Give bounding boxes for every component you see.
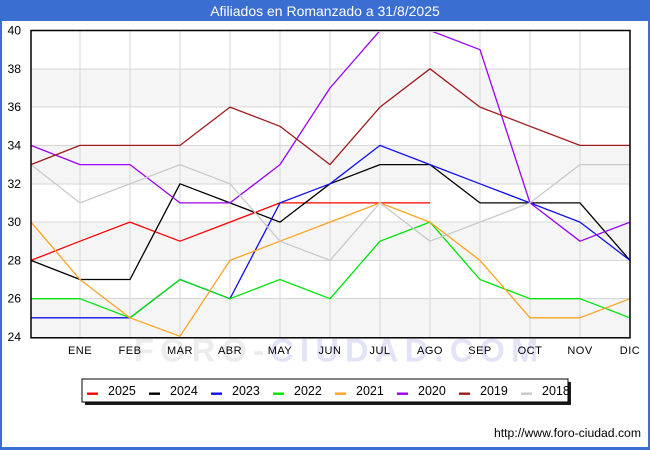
svg-text:2019: 2019 — [480, 384, 508, 398]
svg-text:34: 34 — [7, 138, 21, 152]
svg-text:DIC: DIC — [620, 345, 640, 357]
svg-text:40: 40 — [7, 24, 21, 38]
svg-text:2022: 2022 — [294, 384, 322, 398]
svg-text:MAY: MAY — [268, 345, 293, 357]
svg-text:2023: 2023 — [232, 384, 260, 398]
svg-text:NOV: NOV — [567, 345, 593, 357]
svg-text:2020: 2020 — [418, 384, 446, 398]
svg-text:28: 28 — [7, 253, 21, 267]
svg-text:38: 38 — [7, 62, 21, 76]
svg-text:FEB: FEB — [119, 345, 142, 357]
svg-text:26: 26 — [7, 292, 21, 306]
svg-text:ENE: ENE — [68, 345, 92, 357]
svg-text:2018: 2018 — [542, 384, 570, 398]
svg-text:AGO: AGO — [417, 345, 443, 357]
svg-text:36: 36 — [7, 100, 21, 114]
svg-text:24: 24 — [7, 330, 21, 344]
svg-text:2021: 2021 — [356, 384, 384, 398]
svg-text:32: 32 — [7, 177, 21, 191]
svg-text:OCT: OCT — [518, 345, 543, 357]
svg-text:ABR: ABR — [218, 345, 242, 357]
svg-text:30: 30 — [7, 215, 21, 229]
svg-text:JUL: JUL — [369, 345, 390, 357]
svg-text:MAR: MAR — [167, 345, 193, 357]
svg-text:2025: 2025 — [108, 384, 136, 398]
svg-text:2024: 2024 — [170, 384, 198, 398]
svg-text:JUN: JUN — [319, 345, 342, 357]
svg-text:SEP: SEP — [468, 345, 492, 357]
